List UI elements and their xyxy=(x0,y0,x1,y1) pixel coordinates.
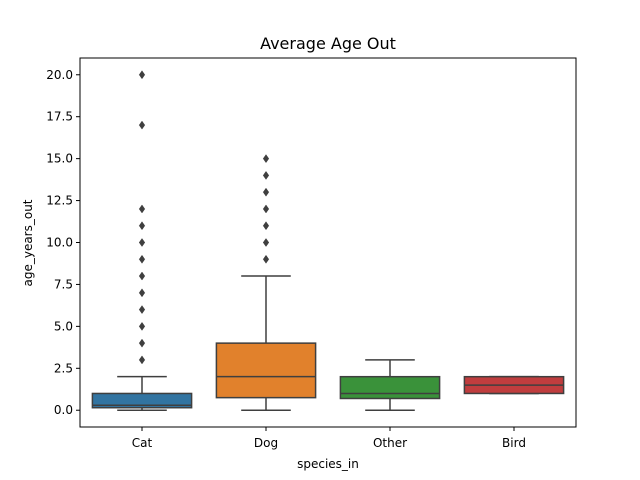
x-axis-ticks: Cat Dog Other Bird xyxy=(132,427,526,450)
outlier-point xyxy=(138,70,146,80)
y-axis-label: age_years_out xyxy=(21,199,35,286)
outlier-point xyxy=(138,338,146,348)
x-axis-label: species_in xyxy=(297,457,359,471)
box-group-dog xyxy=(215,154,317,411)
chart-title: Average Age Out xyxy=(260,34,396,53)
outlier-point xyxy=(262,254,270,264)
outlier-point xyxy=(262,154,270,164)
box-group-cat xyxy=(91,70,193,411)
y-tick-label: 7.5 xyxy=(54,277,73,291)
outlier-point xyxy=(138,238,146,247)
outlier-point xyxy=(262,204,270,214)
outlier-point xyxy=(138,288,146,298)
x-tick-label: Bird xyxy=(502,436,526,450)
outlier-point xyxy=(138,204,146,214)
outlier-point xyxy=(262,170,270,180)
outlier-point xyxy=(138,221,146,231)
outlier-point xyxy=(138,254,146,264)
iqr-box xyxy=(91,392,193,409)
outlier-point xyxy=(262,187,270,197)
x-tick-label: Dog xyxy=(254,436,278,450)
x-tick-label: Cat xyxy=(132,436,153,450)
outlier-point xyxy=(138,120,146,130)
y-tick-label: 12.5 xyxy=(46,194,73,208)
y-tick-label: 20.0 xyxy=(46,68,73,82)
boxes-layer xyxy=(91,70,565,411)
outlier-point xyxy=(138,271,146,281)
y-tick-label: 10.0 xyxy=(46,236,73,250)
iqr-box xyxy=(339,375,441,400)
outlier-point xyxy=(138,305,146,315)
y-tick-label: 0.0 xyxy=(54,403,73,417)
plot-frame xyxy=(79,57,577,428)
outlier-point xyxy=(262,238,270,247)
y-tick-label: 17.5 xyxy=(46,110,73,124)
box-group-bird xyxy=(463,375,565,395)
outlier-point xyxy=(138,355,146,365)
box-group-other xyxy=(339,359,441,411)
x-tick-label: Other xyxy=(373,436,407,450)
y-tick-label: 15.0 xyxy=(46,152,73,166)
outlier-point xyxy=(138,321,146,331)
y-axis-ticks: 0.0 2.5 5.0 7.5 10.0 12.5 15.0 17.5 20.0 xyxy=(46,68,80,417)
iqr-box xyxy=(215,342,317,399)
y-tick-label: 2.5 xyxy=(54,361,73,375)
y-tick-label: 5.0 xyxy=(54,319,73,333)
outlier-point xyxy=(262,221,270,231)
